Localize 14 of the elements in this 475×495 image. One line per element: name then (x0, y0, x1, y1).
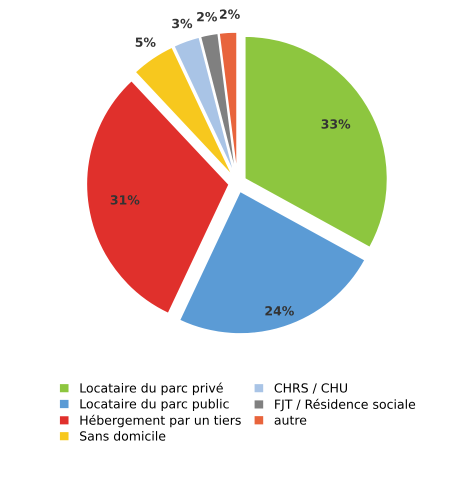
legend-label: autre (274, 416, 306, 425)
data-label: 2% (220, 9, 240, 19)
legend-label: Sans domicile (80, 431, 166, 441)
legend-label: Hébergement par un tiers (80, 414, 241, 428)
data-label: 5% (136, 37, 156, 47)
data-label: 3% (172, 18, 192, 28)
data-label: 2% (197, 12, 217, 22)
data-label: 33% (322, 119, 350, 129)
legend-label: CHRS / CHU (274, 383, 347, 394)
legend-label: Locataire du parc public (80, 398, 229, 411)
legend-label: FJT / Résidence sociale (275, 398, 416, 412)
legend-label: Locataire du parc privé (80, 382, 223, 396)
data-label: 31% (110, 195, 140, 205)
data-label: 24% (265, 306, 294, 316)
